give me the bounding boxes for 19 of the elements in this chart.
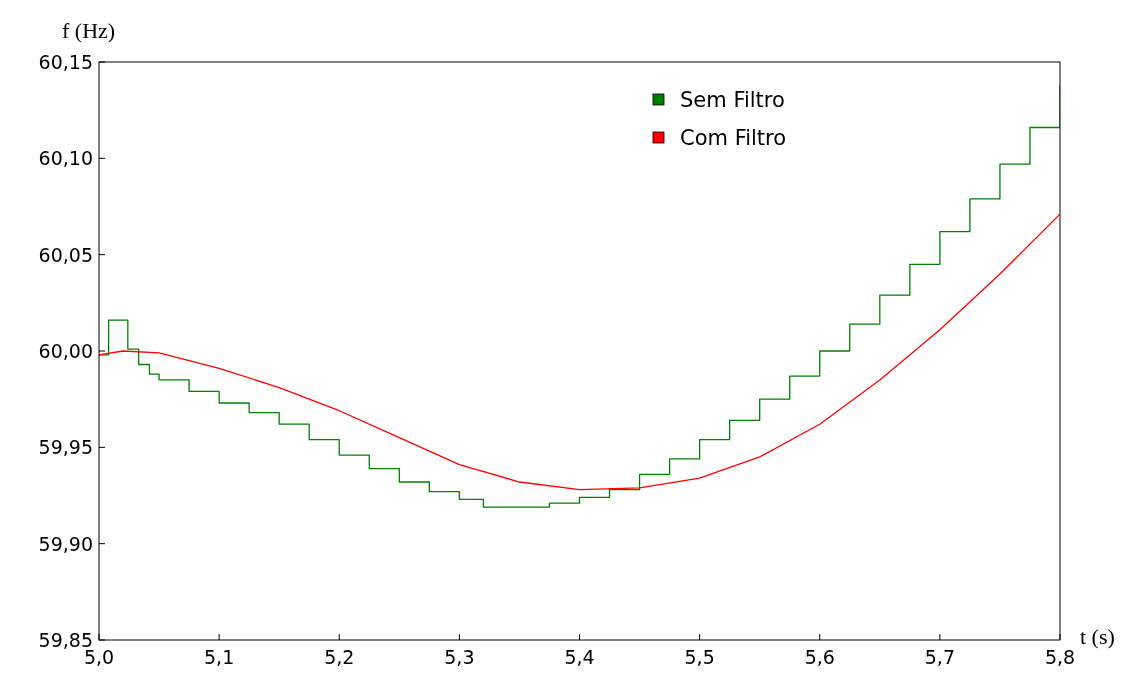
x-tick-label: 5,2 xyxy=(324,646,355,668)
line-series xyxy=(99,213,1060,491)
x-axis-title: t (s) xyxy=(1080,624,1115,649)
x-tick-label: 5,7 xyxy=(924,646,955,668)
x-tick-label: 5,8 xyxy=(1044,646,1076,668)
y-tick-label: 59,90 xyxy=(38,532,93,555)
x-tick-label: 5,6 xyxy=(804,646,835,668)
legend-label: Sem Filtro xyxy=(680,88,785,112)
legend-label: Com Filtro xyxy=(680,126,787,150)
x-tick-label: 5,4 xyxy=(564,646,595,668)
y-tick-label: 60,15 xyxy=(38,51,93,73)
y-tick-label: 60,05 xyxy=(38,243,93,266)
y-tick-label: 59,95 xyxy=(38,436,93,459)
y-axis-title: f (Hz) xyxy=(62,18,116,43)
x-tick-label: 5,3 xyxy=(444,646,475,668)
y-tick-label: 60,10 xyxy=(38,147,93,170)
x-tick-label: 5,5 xyxy=(684,646,715,668)
x-tick-label: 5,1 xyxy=(204,646,235,668)
y-tick-label: 60,00 xyxy=(38,340,93,362)
